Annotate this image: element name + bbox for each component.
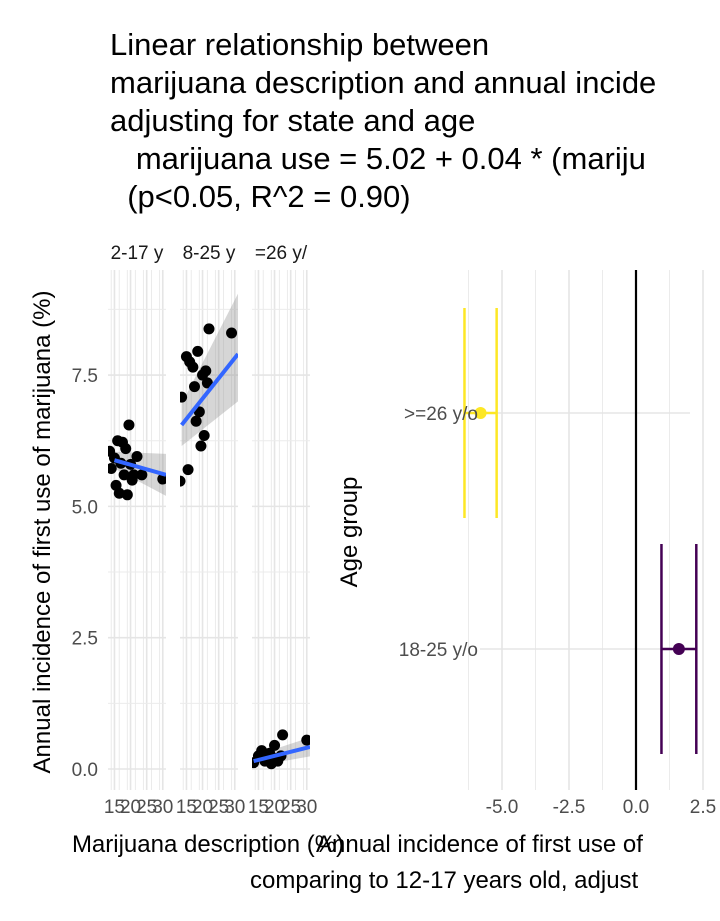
- right-x-tick-label: -2.5: [553, 797, 586, 818]
- panel-2-x-tick-label: 25: [208, 797, 229, 818]
- panel-1-point: [131, 450, 143, 462]
- panel-2-point: [226, 327, 238, 339]
- panel-2-point: [190, 415, 202, 427]
- panel-2-point: [180, 475, 186, 487]
- title-line-2: marijuana description and annual incide: [110, 65, 657, 100]
- panel-2-point: [180, 391, 188, 403]
- panel-2-x-tick-label: 15: [176, 797, 197, 818]
- panel-1-point: [136, 469, 148, 481]
- panel-2-point: [201, 377, 213, 389]
- right-x-tick-label: 2.5: [690, 797, 716, 818]
- panel-1-fit-line: [113, 458, 166, 477]
- panel-3-fit-line: [253, 744, 310, 764]
- title-line-5: (p<0.05, R^2 = 0.90): [110, 179, 411, 214]
- panel-2-point: [195, 440, 207, 452]
- panel-2-x-tick-label: 30: [224, 797, 245, 818]
- right-x-tick-label: -5.0: [486, 797, 519, 818]
- panel-2-point: [182, 464, 194, 476]
- right-y-axis-title: Age group: [336, 477, 363, 588]
- panel-1-point: [128, 469, 140, 481]
- panel-3-point: [301, 734, 310, 746]
- facet-label-3: =26 y/: [255, 243, 308, 264]
- estimate-point: [672, 643, 685, 655]
- panel-1-point: [123, 419, 135, 431]
- panel-1-point: [108, 463, 117, 475]
- left-y-tick-label: 0.0: [72, 760, 98, 781]
- panel-1-x-tick-label: 30: [152, 797, 173, 818]
- title-line-3: adjusting for state and age: [110, 103, 476, 138]
- right-x-axis-title-line-1: Annual incidence of first use of: [316, 831, 643, 858]
- panel-3-x-tick-label: 30: [296, 797, 317, 818]
- panel-2-marks: [180, 293, 238, 487]
- right-x-axis-title-line-2: comparing to 12-17 years old, adjust: [250, 867, 639, 894]
- panel-2-x-tick-label: 20: [192, 797, 213, 818]
- panel-3-x-tick-label: 20: [264, 797, 285, 818]
- panel-2-point: [192, 345, 204, 357]
- left-y-tick-label: 7.5: [72, 366, 98, 387]
- panel-3-point: [269, 739, 281, 751]
- left-y-tick-label: 2.5: [72, 629, 98, 650]
- panel-1-marks: [108, 419, 166, 501]
- facet-label-2: 8-25 y: [183, 243, 236, 264]
- estimate-point: [474, 407, 487, 419]
- left-y-tick-label: 5.0: [72, 497, 98, 518]
- panel-3-x-tick-label: 15: [248, 797, 269, 818]
- right-y-tick-label: 18-25 y/o: [399, 640, 478, 661]
- title-line-1: Linear relationship between: [110, 27, 490, 62]
- right-y-tick-label: >=26 y/o: [404, 404, 478, 425]
- panel-2-point: [198, 429, 210, 441]
- panel-3-point: [277, 729, 289, 741]
- panel-3-x-tick-label: 25: [280, 797, 301, 818]
- title-line-4: marijuana use = 5.02 + 0.04 * (mariju: [110, 141, 646, 176]
- panel-1-x-tick-label: 25: [136, 797, 157, 818]
- right-x-tick-label: 0.0: [623, 797, 649, 818]
- panel-1-point: [121, 489, 133, 501]
- panel-1-x-tick-label: 15: [104, 797, 125, 818]
- chart-title: Linear relationship between marijuana des…: [110, 26, 720, 216]
- panel-2-fit-line: [180, 352, 238, 427]
- panel-1-x-tick-label: 20: [120, 797, 141, 818]
- panel-2-point: [189, 381, 200, 393]
- panel-2-point: [200, 365, 212, 377]
- left-y-axis-title: Annual incidence of first use of marijua…: [29, 291, 56, 774]
- panel-1-point: [120, 443, 132, 455]
- facet-label-1: 2-17 y: [111, 243, 164, 264]
- panel-2-point: [187, 361, 199, 373]
- left-x-axis-title: Marijuana description (%): [72, 831, 344, 858]
- panel-1-point: [118, 469, 130, 481]
- panel-2-point: [203, 323, 215, 335]
- panel-3-marks: [252, 729, 310, 770]
